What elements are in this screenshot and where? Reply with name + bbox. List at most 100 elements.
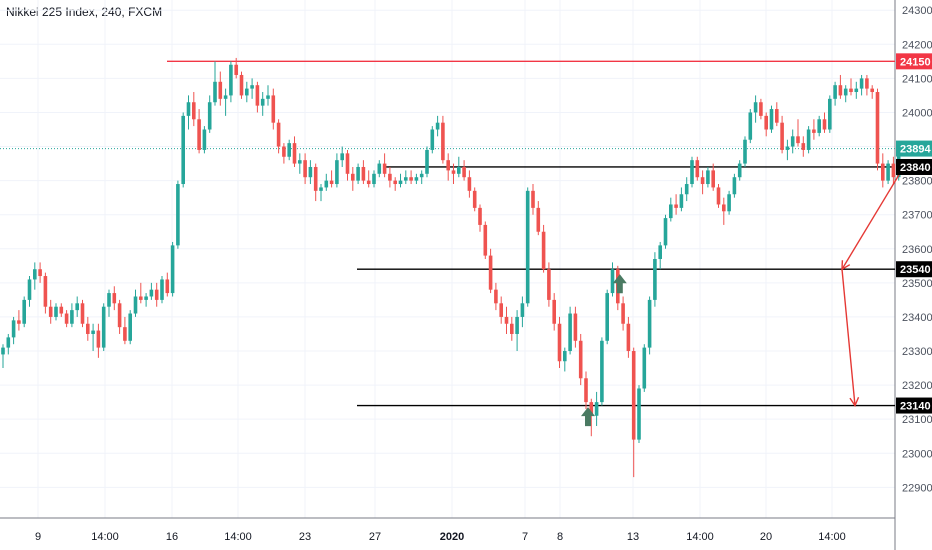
- candle-body[interactable]: [822, 119, 827, 130]
- candle-body[interactable]: [170, 245, 175, 294]
- candle-body[interactable]: [54, 306, 58, 317]
- candle-body[interactable]: [457, 166, 461, 174]
- candle-body[interactable]: [881, 163, 885, 181]
- candle-body[interactable]: [690, 160, 694, 185]
- candle-body[interactable]: [547, 269, 551, 300]
- candle-body[interactable]: [775, 109, 779, 123]
- candle-body[interactable]: [515, 316, 519, 334]
- candle-body[interactable]: [796, 136, 800, 144]
- candle-body[interactable]: [568, 313, 572, 352]
- candle-body[interactable]: [838, 85, 843, 96]
- candle-body[interactable]: [891, 163, 896, 178]
- candle-body[interactable]: [409, 177, 413, 181]
- candle-body[interactable]: [255, 85, 260, 106]
- candle-body[interactable]: [520, 303, 525, 317]
- candle-body[interactable]: [759, 102, 763, 116]
- candle-body[interactable]: [70, 310, 74, 324]
- candle-body[interactable]: [499, 303, 503, 317]
- candle-body[interactable]: [621, 303, 625, 324]
- candle-body[interactable]: [123, 327, 127, 341]
- candle-body[interactable]: [557, 323, 562, 362]
- candle-body[interactable]: [324, 180, 329, 188]
- candle-body[interactable]: [149, 289, 154, 297]
- candle-body[interactable]: [186, 102, 191, 116]
- candle-body[interactable]: [139, 296, 143, 300]
- candle-body[interactable]: [80, 303, 85, 324]
- candle-body[interactable]: [642, 347, 647, 389]
- candle-body[interactable]: [737, 163, 742, 178]
- candle-body[interactable]: [6, 337, 11, 348]
- candle-body[interactable]: [525, 190, 530, 304]
- candle-body[interactable]: [722, 204, 726, 212]
- candle-body[interactable]: [674, 204, 678, 208]
- candle-body[interactable]: [292, 143, 297, 164]
- candle-body[interactable]: [753, 102, 758, 113]
- candle-body[interactable]: [22, 299, 26, 324]
- candle-body[interactable]: [303, 160, 307, 178]
- candle-body[interactable]: [340, 153, 344, 161]
- candle-body[interactable]: [345, 153, 350, 174]
- candle-body[interactable]: [404, 177, 408, 181]
- candle-body[interactable]: [398, 180, 403, 185]
- candle-body[interactable]: [282, 146, 286, 157]
- candle-body[interactable]: [128, 313, 132, 341]
- candle-body[interactable]: [276, 122, 281, 147]
- candle-body[interactable]: [626, 323, 631, 352]
- candle-body[interactable]: [223, 95, 228, 99]
- candle-body[interactable]: [213, 81, 217, 103]
- candle-body[interactable]: [669, 204, 673, 219]
- candle-body[interactable]: [531, 190, 535, 208]
- candle-body[interactable]: [91, 330, 95, 334]
- candle-body[interactable]: [107, 293, 111, 307]
- candle-body[interactable]: [361, 166, 366, 181]
- candle-body[interactable]: [684, 184, 689, 195]
- candle-body[interactable]: [260, 98, 265, 106]
- candle-body[interactable]: [101, 306, 106, 348]
- candle-body[interactable]: [197, 119, 201, 150]
- candle-body[interactable]: [504, 316, 509, 324]
- candle-body[interactable]: [653, 259, 657, 300]
- candle-body[interactable]: [234, 64, 238, 75]
- candle-body[interactable]: [271, 95, 276, 123]
- candle-body[interactable]: [865, 78, 869, 89]
- candle-body[interactable]: [192, 102, 196, 120]
- candle-body[interactable]: [647, 299, 652, 348]
- candle-body[interactable]: [494, 289, 498, 304]
- candle-body[interactable]: [43, 276, 48, 307]
- candle-body[interactable]: [176, 184, 180, 246]
- candle-body[interactable]: [154, 289, 159, 300]
- candle-body[interactable]: [377, 163, 382, 174]
- candle-body[interactable]: [229, 64, 233, 96]
- candle-body[interactable]: [828, 98, 832, 130]
- candle-body[interactable]: [245, 88, 249, 96]
- candle-body[interactable]: [59, 306, 64, 314]
- candle-body[interactable]: [886, 163, 890, 181]
- candle-body[interactable]: [711, 170, 715, 188]
- candle-body[interactable]: [706, 170, 710, 185]
- candle-body[interactable]: [1, 347, 5, 355]
- candle-body[interactable]: [785, 146, 790, 150]
- candle-body[interactable]: [843, 88, 848, 96]
- candle-body[interactable]: [181, 115, 185, 185]
- candle-body[interactable]: [48, 306, 53, 317]
- candle-body[interactable]: [732, 177, 737, 195]
- candle-body[interactable]: [780, 122, 784, 150]
- candle-body[interactable]: [388, 173, 392, 181]
- candle-body[interactable]: [144, 296, 148, 300]
- candle-body[interactable]: [33, 269, 37, 280]
- candle-body[interactable]: [75, 303, 79, 311]
- candle-body[interactable]: [96, 330, 101, 348]
- candle-body[interactable]: [165, 279, 170, 294]
- candle-body[interactable]: [584, 378, 588, 403]
- candle-body[interactable]: [462, 166, 466, 178]
- candle-body[interactable]: [817, 119, 821, 133]
- candle-body[interactable]: [849, 88, 853, 93]
- candle-body[interactable]: [483, 224, 488, 256]
- candle-body[interactable]: [218, 81, 223, 99]
- candle-body[interactable]: [351, 173, 355, 181]
- candle-body[interactable]: [875, 92, 880, 164]
- candle-body[interactable]: [393, 180, 397, 185]
- candle-body[interactable]: [854, 88, 859, 93]
- candle-body[interactable]: [207, 102, 212, 130]
- candle-body[interactable]: [478, 207, 482, 225]
